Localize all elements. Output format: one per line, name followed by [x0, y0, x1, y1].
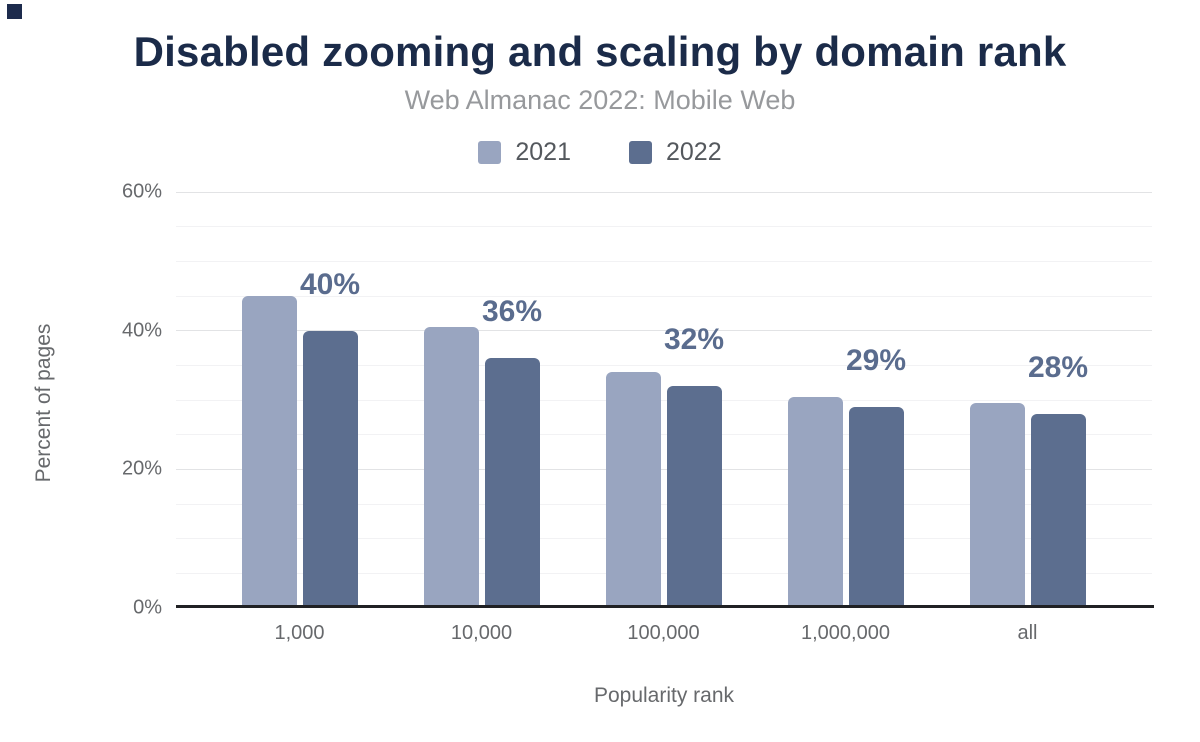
y-tick-label: 40% [121, 319, 162, 342]
gridline [176, 434, 1152, 436]
legend-swatch [629, 140, 652, 164]
bar-2021[interactable] [423, 327, 479, 608]
y-tick-label: 0% [133, 596, 162, 619]
x-tick-label: 1,000,000 [801, 622, 890, 644]
gridline [176, 399, 1152, 401]
x-tick-label: 1,000 [274, 622, 325, 644]
gridline [176, 260, 1152, 262]
y-axis-title: Percent of pages [32, 323, 55, 483]
bar-2021[interactable] [605, 372, 661, 608]
bar-2021[interactable] [787, 396, 843, 608]
data-label: 29% [845, 343, 907, 377]
legend-swatch [478, 140, 502, 164]
corner-mark [7, 4, 22, 19]
bar-2021[interactable] [969, 403, 1025, 608]
gridline [176, 330, 1152, 332]
bar-2022[interactable] [1030, 413, 1086, 608]
legend-item-2021: 2021 [478, 138, 571, 167]
bar-2022[interactable] [666, 386, 722, 608]
gridline [176, 364, 1152, 366]
x-tick-label: all [1017, 622, 1038, 644]
gridline [176, 468, 1152, 470]
data-label: 28% [1027, 350, 1089, 384]
y-tick-label: 60% [121, 180, 162, 203]
x-axis-line [176, 605, 1154, 608]
gridline [176, 191, 1152, 193]
x-axis-title: Popularity rank [593, 684, 735, 707]
legend-label: 2021 [515, 137, 571, 166]
bar-2022[interactable] [484, 358, 540, 608]
chart-subtitle: Web Almanac 2022: Mobile Web [404, 85, 796, 115]
data-label: 36% [481, 295, 543, 329]
bar-2021[interactable] [241, 296, 297, 608]
x-tick-label: 10,000 [450, 622, 513, 644]
legend-item-2022: 2022 [629, 138, 722, 167]
chart-title: Disabled zooming and scaling by domain r… [133, 28, 1067, 75]
bar-2022[interactable] [302, 330, 358, 608]
gridline [176, 226, 1152, 228]
bar-2022[interactable] [848, 406, 904, 608]
legend-label: 2022 [666, 137, 722, 166]
legend: 2021 2022 [0, 138, 1200, 166]
gridline [176, 295, 1152, 297]
x-tick-label: 100,000 [627, 622, 700, 644]
gridline [176, 538, 1152, 540]
data-label: 40% [299, 267, 361, 301]
gridline [176, 503, 1152, 505]
data-label: 32% [663, 323, 725, 357]
gridline [176, 572, 1152, 574]
y-tick-label: 20% [121, 457, 162, 480]
